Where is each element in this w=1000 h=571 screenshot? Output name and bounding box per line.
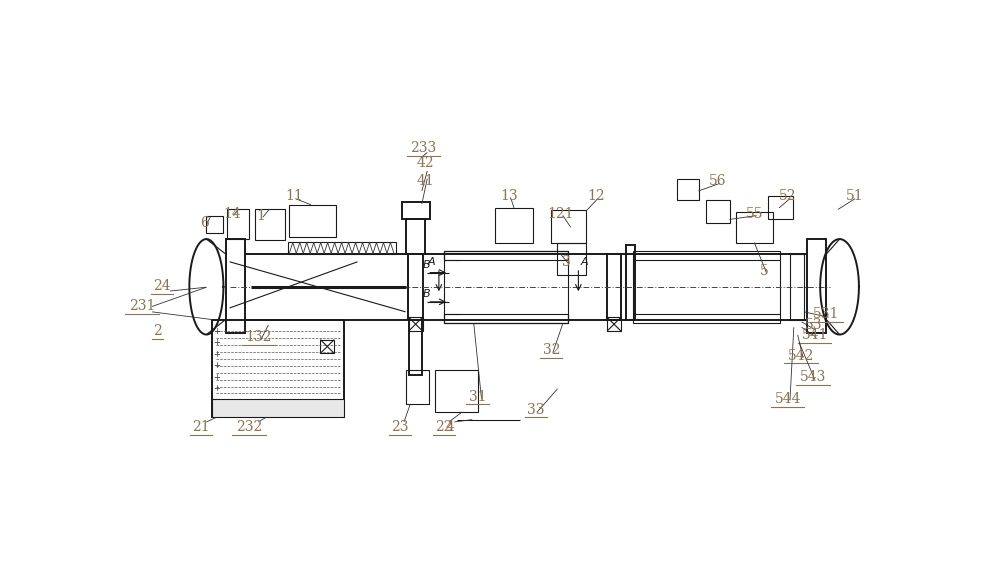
Text: 531: 531 <box>813 307 840 321</box>
Bar <box>409 320 422 375</box>
Text: +: + <box>213 361 220 370</box>
Text: 132: 132 <box>245 330 271 344</box>
Text: 14: 14 <box>223 207 241 221</box>
Bar <box>557 243 586 275</box>
Text: 33: 33 <box>527 403 544 417</box>
Bar <box>444 314 568 323</box>
Bar <box>406 219 425 254</box>
Bar <box>495 208 533 243</box>
Text: 232: 232 <box>236 420 262 435</box>
Bar <box>551 210 586 243</box>
Bar <box>768 196 793 219</box>
Bar <box>444 251 568 323</box>
Text: +: + <box>213 338 220 347</box>
Text: 543: 543 <box>800 370 826 384</box>
Text: 51: 51 <box>846 190 864 203</box>
Bar <box>790 254 804 320</box>
Text: B: B <box>423 289 430 299</box>
Bar <box>607 317 621 331</box>
Bar <box>255 210 285 240</box>
Text: 231: 231 <box>129 299 155 313</box>
Text: 542: 542 <box>788 349 814 363</box>
Text: 11: 11 <box>285 190 303 203</box>
Text: 12: 12 <box>587 190 605 203</box>
Bar <box>288 242 396 254</box>
Bar <box>212 320 344 417</box>
Text: 233: 233 <box>410 141 436 155</box>
Text: 41: 41 <box>417 174 435 188</box>
Bar <box>226 239 245 333</box>
Text: 5: 5 <box>760 264 769 278</box>
Bar <box>206 216 223 232</box>
Bar <box>406 369 429 404</box>
Text: 23: 23 <box>391 420 409 435</box>
Text: A: A <box>427 257 435 267</box>
Bar <box>807 239 826 333</box>
Text: 4: 4 <box>446 420 455 435</box>
Text: 53: 53 <box>804 318 822 332</box>
Text: 21: 21 <box>192 420 210 435</box>
Text: 544: 544 <box>774 392 801 406</box>
Text: 2: 2 <box>153 324 162 338</box>
Bar <box>677 179 698 200</box>
Text: 32: 32 <box>542 343 560 357</box>
Text: 31: 31 <box>469 389 486 404</box>
Bar <box>706 200 730 223</box>
Text: 121: 121 <box>547 207 574 221</box>
Text: 22: 22 <box>436 420 453 435</box>
Text: 1: 1 <box>256 208 265 223</box>
Text: +: + <box>213 349 220 359</box>
Bar <box>633 251 780 323</box>
Text: 55: 55 <box>746 207 763 221</box>
Bar <box>227 210 249 239</box>
Bar <box>607 254 621 320</box>
Text: +: + <box>213 384 220 393</box>
Text: +: + <box>213 327 220 336</box>
Text: 3: 3 <box>562 255 571 269</box>
Text: 541: 541 <box>802 328 828 342</box>
Bar <box>409 317 423 331</box>
Bar <box>626 245 635 320</box>
Text: +: + <box>213 373 220 382</box>
Text: A: A <box>581 257 588 267</box>
Text: 13: 13 <box>500 190 517 203</box>
Text: 52: 52 <box>779 190 796 203</box>
Text: 24: 24 <box>153 279 171 293</box>
Text: 56: 56 <box>709 174 727 188</box>
Bar <box>435 369 478 412</box>
Bar <box>736 212 773 243</box>
Text: B: B <box>423 260 430 270</box>
Bar <box>408 254 423 320</box>
Bar <box>444 251 568 260</box>
Bar <box>212 399 344 417</box>
Text: 42: 42 <box>417 156 435 170</box>
Bar <box>320 340 334 353</box>
Text: 6: 6 <box>200 216 208 230</box>
Bar <box>402 203 430 219</box>
Bar <box>289 205 336 237</box>
